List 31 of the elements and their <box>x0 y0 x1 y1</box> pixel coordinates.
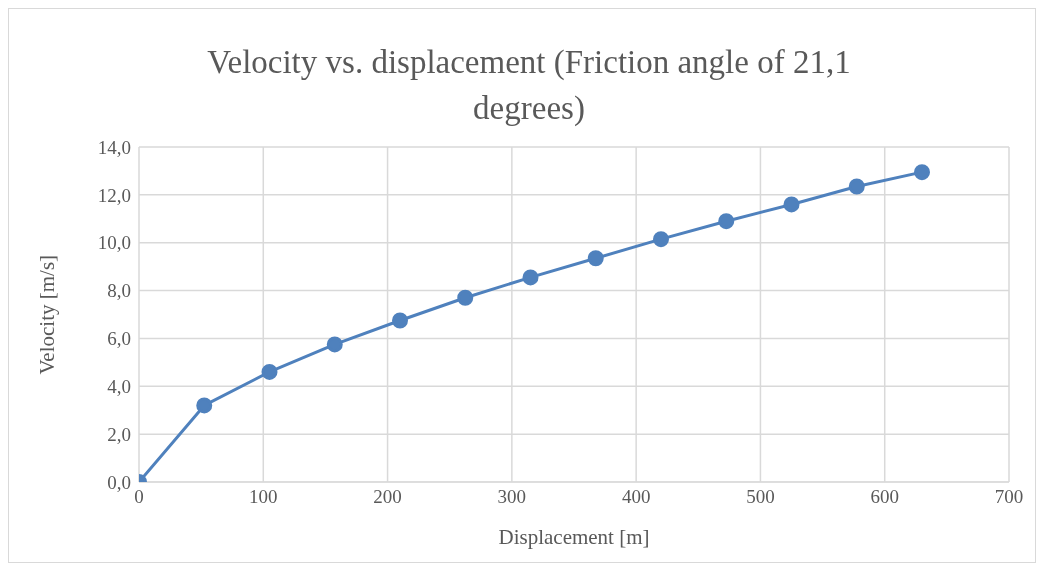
x-tick-label: 600 <box>870 486 899 508</box>
x-tick-label: 300 <box>497 486 527 508</box>
x-tick-label: 100 <box>249 486 278 508</box>
x-tick-label: 700 <box>994 486 1024 508</box>
y-tick-label: 14,0 <box>97 136 131 158</box>
point <box>914 164 930 181</box>
x-tick-label: 0 <box>134 486 144 508</box>
x-axis-title: Displacement [m] <box>498 525 650 549</box>
point <box>196 397 213 414</box>
point <box>653 231 669 248</box>
chart-title: Velocity vs. displacement (Friction angle of 21,1 degrees) <box>206 43 852 128</box>
point <box>718 213 735 230</box>
y-tick-label: 2,0 <box>107 423 131 445</box>
y-tick-label: 12,0 <box>97 184 131 206</box>
point <box>457 289 474 306</box>
point <box>261 363 278 380</box>
point <box>392 312 408 329</box>
x-tick-label: 500 <box>746 486 775 508</box>
y-tick-label: 0,0 <box>107 471 131 493</box>
point <box>783 196 800 213</box>
y-tick-label: 10,0 <box>97 232 131 254</box>
x-tick-label: 200 <box>373 486 402 508</box>
point <box>522 269 539 286</box>
y-tick-label: 4,0 <box>107 376 131 398</box>
y-tick-label: 8,0 <box>107 280 131 302</box>
point <box>326 336 343 353</box>
point <box>848 178 865 195</box>
x-tick-label: 400 <box>621 486 651 508</box>
point <box>587 250 604 267</box>
y-axis-title: Velocity [m/s] <box>35 254 60 375</box>
y-tick-label: 6,0 <box>107 328 131 350</box>
